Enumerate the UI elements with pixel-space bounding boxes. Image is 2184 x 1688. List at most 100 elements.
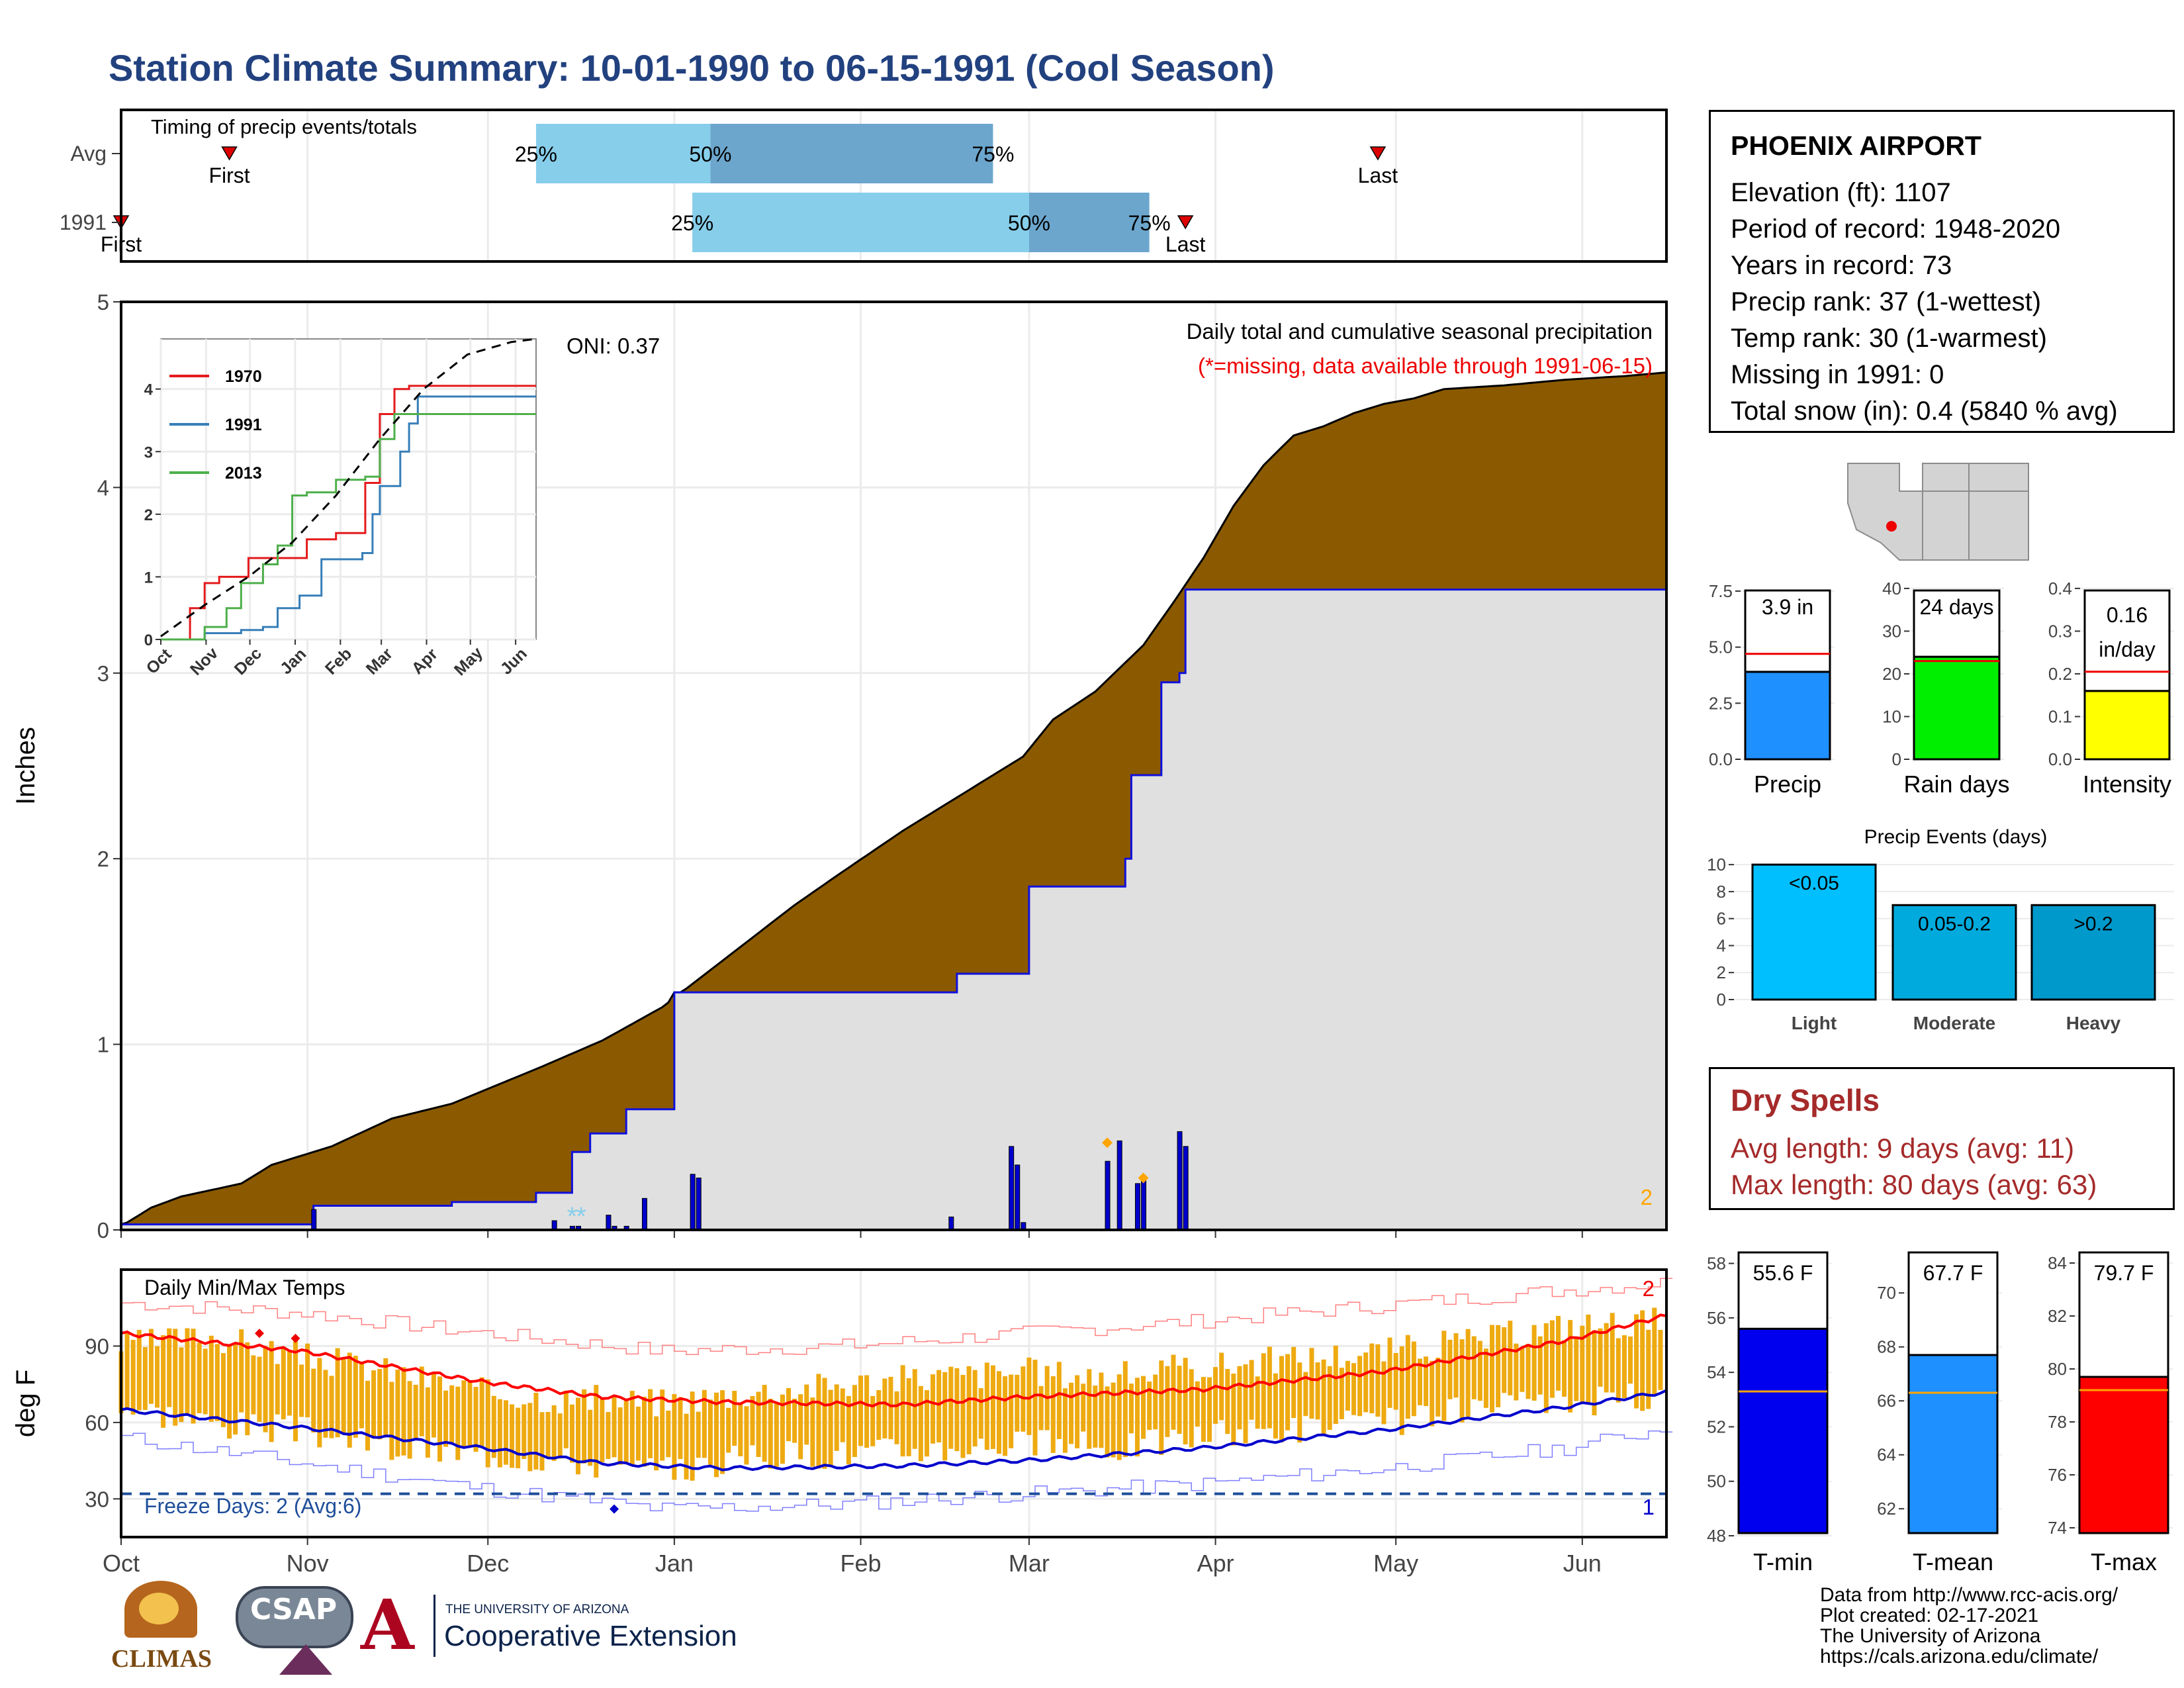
- daily-temp-bar: [1417, 1358, 1422, 1405]
- daily-temp-bar: [1430, 1360, 1435, 1427]
- events-bar: [1751, 863, 1877, 1001]
- daily-temp-bar: [510, 1404, 515, 1468]
- csap-logo-text: CSAP: [250, 1593, 338, 1626]
- timing-row-label: 1991: [60, 211, 107, 234]
- inset-average-line: [160, 338, 537, 637]
- daily-precip-bar: [311, 1209, 317, 1231]
- daily-temp-bar: [954, 1368, 960, 1452]
- daily-temp-bar: [1357, 1356, 1363, 1417]
- normal-min-line: [120, 1389, 1667, 1472]
- daily-temp-bar: [1399, 1346, 1404, 1435]
- daily-temp-bar: [130, 1340, 136, 1415]
- daily-temp-bar: [936, 1370, 942, 1442]
- summary-value-unit: in/day: [2099, 637, 2155, 661]
- y-tick-label: 0: [97, 1218, 109, 1243]
- inset-line-1970: [161, 385, 536, 641]
- daily-temp-bar: [1225, 1369, 1230, 1434]
- daily-temp-bar: [1038, 1385, 1044, 1430]
- daily-temp-bar: [732, 1391, 737, 1446]
- daily-temp-bar: [1069, 1382, 1074, 1444]
- daily-temp-bar: [858, 1375, 864, 1446]
- events-x-label: Heavy: [2066, 1013, 2121, 1033]
- daily-temp-bar: [425, 1387, 430, 1458]
- daily-temp-bar: [864, 1375, 870, 1448]
- daily-temp-bar: [1381, 1361, 1387, 1425]
- daily-temp-bar: [233, 1342, 238, 1435]
- daily-temp-bar: [142, 1347, 148, 1410]
- daily-temp-bar: [323, 1370, 328, 1438]
- timing-label-75: 75%: [972, 142, 1014, 166]
- daily-temp-bar: [792, 1398, 797, 1443]
- daily-temp-bar: [257, 1356, 262, 1422]
- events-x-label: Light: [1792, 1013, 1837, 1033]
- daily-temp-bar: [876, 1389, 882, 1440]
- credits: Data from http://www.rcc-acis.org/ Plot …: [1820, 1585, 2118, 1667]
- daily-temp-bar: [1261, 1353, 1266, 1429]
- daily-temp-bar: [407, 1381, 412, 1459]
- daily-precip-bar: [1183, 1146, 1189, 1231]
- snow-marker-icon: *: [567, 1202, 578, 1231]
- daily-temp-bar: [707, 1399, 713, 1465]
- daily-temp-bar: [281, 1346, 286, 1420]
- month-tick-label: Dec: [467, 1550, 509, 1577]
- daily-precip-bar: [1116, 1140, 1122, 1231]
- summary-value-bar: [2083, 690, 2171, 761]
- timing-title: Timing of precip events/totals: [151, 115, 417, 138]
- daily-temp-bar: [1141, 1376, 1146, 1439]
- daily-temp-bar: [906, 1378, 911, 1456]
- station-snow: Total snow (in): 0.4 (5840 % avg): [1731, 397, 2118, 426]
- daily-temp-bar: [900, 1365, 905, 1457]
- summary-y-tick: 0.1: [2048, 706, 2072, 726]
- daily-temp-bar: [1195, 1381, 1200, 1427]
- daily-temp-bar: [966, 1366, 972, 1454]
- heavy-day-diamond-icon: [1102, 1137, 1113, 1149]
- month-tick-label: May: [1373, 1550, 1418, 1577]
- daily-temp-bar: [1520, 1346, 1525, 1392]
- daily-temp-bar: [948, 1366, 954, 1449]
- daily-temp-bar: [1134, 1378, 1140, 1457]
- daily-precip-bar: [1134, 1183, 1140, 1231]
- daily-temp-bar: [1081, 1383, 1086, 1432]
- temp-summary-tick: 54: [1707, 1362, 1726, 1382]
- daily-temp-bar: [1459, 1339, 1465, 1423]
- daily-temp-bar: [148, 1329, 154, 1404]
- summary-bar-precip: 0.0 2.5 5.0 7.5 3.9 in Precip: [1709, 580, 1835, 798]
- precip-caption: Daily total and cumulative seasonal prec…: [1187, 319, 1653, 344]
- temp-summary-t-mean: 62 64 66 68 70 67.7 F T-mean: [1877, 1250, 2002, 1575]
- daily-temp-bar: [293, 1340, 298, 1442]
- daily-temp-bar: [1351, 1363, 1357, 1415]
- temp-y-tick-label: 30: [85, 1487, 109, 1511]
- month-tick-label: Feb: [841, 1550, 882, 1577]
- temp-summary-tick: 58: [1707, 1254, 1726, 1274]
- daily-temp-bar: [617, 1407, 623, 1465]
- daily-temp-bar: [1128, 1383, 1134, 1434]
- daily-temp-bar: [1093, 1385, 1098, 1448]
- climas-sun-icon: [139, 1593, 179, 1624]
- daily-temp-bar: [1621, 1335, 1627, 1399]
- daily-temp-bar: [1285, 1354, 1291, 1430]
- daily-temp-bar: [1273, 1373, 1278, 1439]
- daily-temp-bar: [1598, 1328, 1603, 1387]
- summary-category-label: Rain days: [1903, 771, 2009, 798]
- normal-step-line: [121, 510, 1668, 1226]
- month-tick-label: Apr: [1197, 1550, 1234, 1577]
- daily-temp-bar: [1555, 1315, 1561, 1391]
- temp-summary-tick: 82: [2048, 1306, 2067, 1326]
- daily-temp-bar: [738, 1404, 743, 1456]
- events-x-label: Moderate: [1913, 1013, 1995, 1033]
- daily-temp-bar: [888, 1376, 893, 1440]
- daily-temp-bar: [1477, 1340, 1482, 1401]
- daily-temp-bar: [1249, 1360, 1254, 1420]
- summary-value-text: 3.9 in: [1762, 595, 1813, 619]
- daily-temp-bar: [1543, 1323, 1549, 1413]
- daily-temp-bar: [1634, 1314, 1639, 1409]
- daily-temp-bar: [1255, 1376, 1260, 1429]
- temp-panel-frame: [120, 1268, 1668, 1538]
- daily-temp-bar: [1549, 1320, 1555, 1398]
- daily-temp-bar: [852, 1385, 857, 1458]
- daily-temp-bar: [569, 1404, 574, 1463]
- temp-y-label: deg F: [11, 1370, 40, 1437]
- temp-summary-bar: [1907, 1354, 1999, 1534]
- daily-temp-bar: [1580, 1325, 1585, 1402]
